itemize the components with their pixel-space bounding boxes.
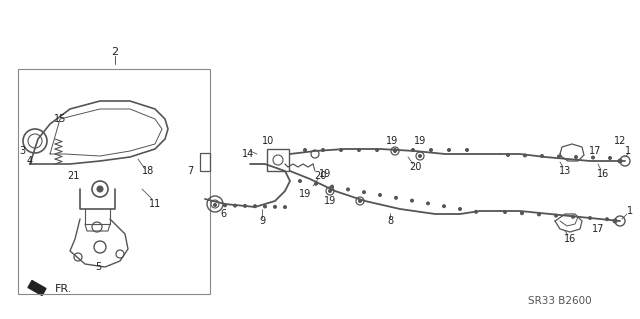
Text: 19: 19	[319, 169, 331, 179]
Circle shape	[376, 149, 378, 152]
Circle shape	[429, 149, 433, 152]
Circle shape	[223, 204, 227, 207]
Circle shape	[298, 180, 301, 182]
Circle shape	[314, 182, 317, 185]
Circle shape	[520, 212, 524, 215]
Circle shape	[412, 149, 415, 152]
Circle shape	[458, 207, 461, 211]
Text: 12: 12	[614, 136, 626, 146]
Circle shape	[605, 218, 609, 221]
Text: 18: 18	[142, 166, 154, 176]
Circle shape	[613, 219, 617, 223]
Circle shape	[243, 204, 246, 207]
Circle shape	[447, 149, 451, 152]
Circle shape	[97, 186, 103, 192]
Text: 6: 6	[220, 209, 226, 219]
Circle shape	[339, 149, 342, 152]
Text: 16: 16	[564, 234, 576, 244]
Text: 11: 11	[149, 199, 161, 209]
Text: 17: 17	[592, 224, 604, 234]
Circle shape	[394, 149, 397, 152]
Circle shape	[554, 214, 557, 217]
Circle shape	[474, 210, 477, 213]
Circle shape	[303, 149, 307, 152]
Bar	[18, 69, 210, 294]
Text: 1: 1	[627, 206, 633, 216]
Text: 5: 5	[95, 262, 101, 272]
Circle shape	[589, 217, 591, 219]
Circle shape	[557, 155, 561, 158]
Bar	[200, 153, 210, 171]
Text: 19: 19	[299, 189, 311, 199]
Circle shape	[524, 154, 527, 157]
Text: 20: 20	[314, 171, 326, 181]
Circle shape	[358, 199, 362, 203]
Text: 9: 9	[259, 216, 265, 226]
Circle shape	[504, 211, 506, 213]
Circle shape	[442, 205, 445, 208]
Circle shape	[362, 191, 365, 194]
Text: 14: 14	[242, 149, 254, 159]
Text: 1: 1	[625, 146, 631, 156]
Text: 17: 17	[589, 146, 601, 156]
Text: 19: 19	[386, 136, 398, 146]
Circle shape	[214, 204, 216, 206]
Circle shape	[264, 205, 266, 208]
Text: 4: 4	[27, 156, 33, 166]
Circle shape	[378, 194, 381, 197]
Circle shape	[419, 154, 422, 158]
Circle shape	[273, 205, 276, 208]
Circle shape	[591, 156, 595, 159]
Circle shape	[284, 206, 287, 209]
Circle shape	[410, 199, 413, 202]
Circle shape	[541, 154, 543, 158]
Text: 19: 19	[414, 136, 426, 146]
Circle shape	[506, 153, 509, 157]
Circle shape	[618, 159, 622, 163]
Text: 19: 19	[324, 196, 336, 206]
FancyArrow shape	[28, 280, 46, 295]
Text: 3: 3	[19, 146, 25, 156]
Circle shape	[330, 185, 333, 188]
Circle shape	[358, 149, 360, 152]
Text: 20: 20	[409, 162, 421, 172]
Circle shape	[321, 149, 324, 152]
Text: 15: 15	[54, 114, 66, 124]
Text: 13: 13	[559, 166, 571, 176]
Text: FR.: FR.	[55, 284, 72, 294]
Circle shape	[426, 202, 429, 205]
Circle shape	[609, 157, 611, 160]
Circle shape	[234, 204, 237, 207]
Circle shape	[394, 196, 397, 199]
Text: SR33 B2600: SR33 B2600	[528, 296, 592, 306]
Circle shape	[465, 149, 468, 152]
Circle shape	[538, 213, 541, 216]
Text: 7: 7	[187, 166, 193, 176]
Text: 21: 21	[67, 171, 79, 181]
Circle shape	[328, 189, 332, 192]
Circle shape	[253, 205, 257, 208]
Text: 16: 16	[597, 169, 609, 179]
Bar	[267, 149, 289, 171]
Circle shape	[575, 155, 577, 159]
Text: 8: 8	[387, 216, 393, 226]
Text: 2: 2	[111, 47, 118, 57]
Circle shape	[394, 150, 397, 152]
Circle shape	[572, 215, 575, 218]
Text: 10: 10	[262, 136, 274, 146]
Circle shape	[346, 188, 349, 191]
